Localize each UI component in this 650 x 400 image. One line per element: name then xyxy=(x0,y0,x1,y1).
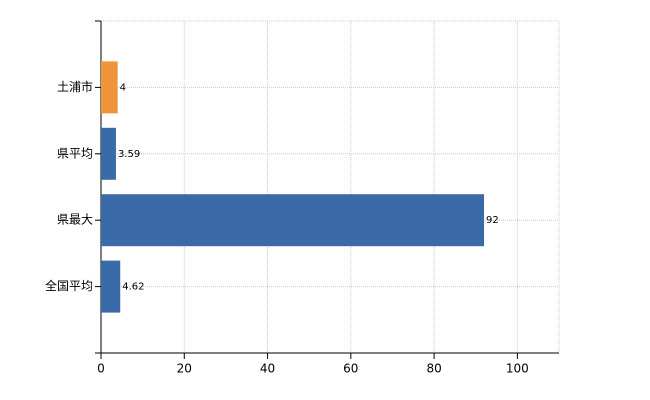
x-tick-label: 40 xyxy=(260,362,275,376)
bar xyxy=(101,127,116,180)
y-tick-label: 全国平均 xyxy=(45,278,93,293)
y-tick-label: 土浦市 xyxy=(57,79,93,94)
value-label: 92 xyxy=(486,215,499,226)
y-tick-label: 県平均 xyxy=(57,146,93,160)
x-tick-label: 80 xyxy=(426,362,441,376)
bar xyxy=(101,194,485,247)
x-tick-label: 60 xyxy=(343,362,358,376)
x-tick-label: 0 xyxy=(97,362,105,376)
value-label: 3.59 xyxy=(118,149,140,160)
bar xyxy=(101,61,118,114)
value-label: 4.62 xyxy=(122,282,144,293)
x-tick-label: 20 xyxy=(177,362,192,376)
bar xyxy=(101,260,121,313)
x-tick-label: 100 xyxy=(506,362,529,376)
value-label: 4 xyxy=(120,82,126,93)
y-tick-label: 県最大 xyxy=(57,213,93,227)
